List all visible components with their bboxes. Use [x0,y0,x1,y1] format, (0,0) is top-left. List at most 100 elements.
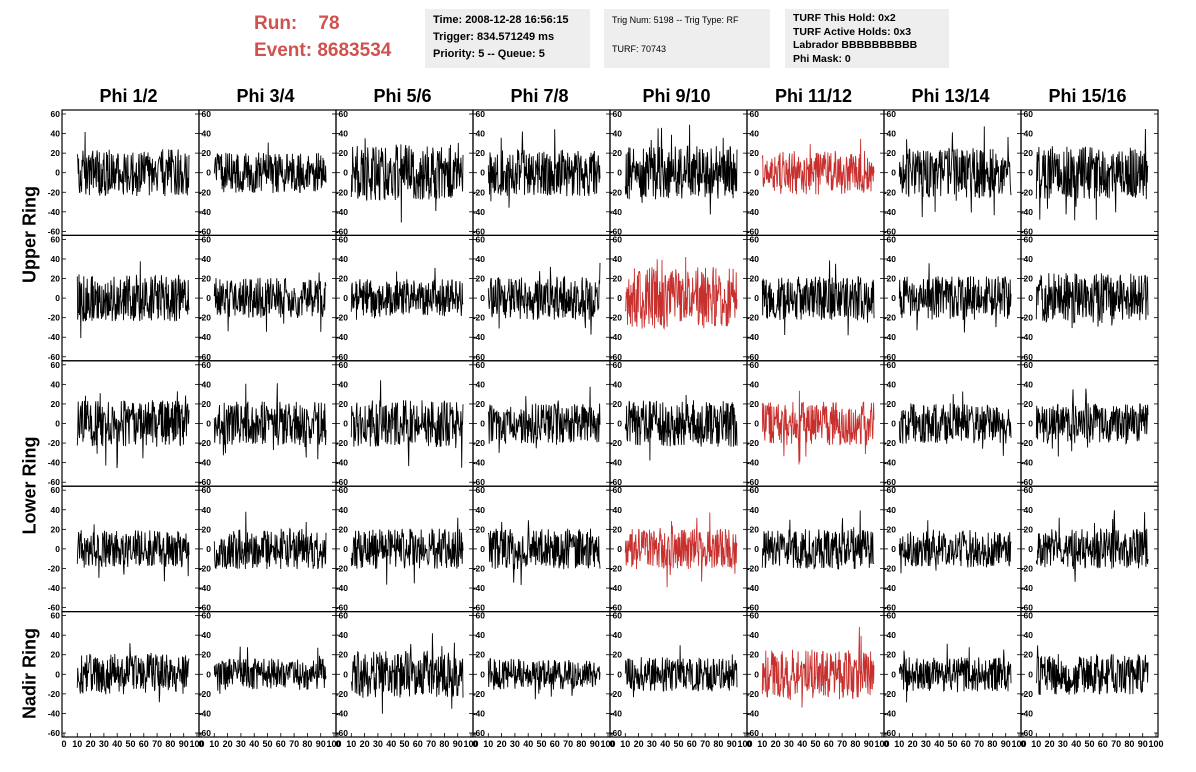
trig-num-text: Trig Num: 5198 -- Trig Type: RF [612,15,739,25]
y-tick-label: -20 [473,689,486,699]
waveform-panel: -60 -40 -20 0 20 40 60 [335,234,474,362]
x-tick-label: 10 [483,739,493,749]
x-tick-label: 10 [1031,739,1041,749]
y-tick-label: 60 [887,234,897,244]
waveform-panel: -60 -40 -20 0 20 40 60 [198,234,337,362]
y-tick-label: 60 [339,485,349,495]
waveform-trace [624,124,738,215]
y-tick-label: -20 [473,438,486,448]
y-tick-label: -60 [747,477,760,487]
y-tick-label: 20 [750,274,760,284]
waveform-panel: -60 -40 -20 0 20 40 60 [883,485,1022,613]
y-tick-label: 20 [750,148,760,158]
waveform-trace [761,510,875,571]
y-tick-label: -60 [610,728,623,738]
y-tick-label: 20 [202,148,212,158]
y-tick-label: -20 [610,187,623,197]
y-tick-label: 60 [750,360,760,370]
y-tick-label: 0 [55,419,60,429]
y-tick-label: 40 [1024,630,1034,640]
y-tick-label: -40 [473,458,486,468]
y-tick-label: 40 [1024,129,1034,139]
x-tick-label: 90 [727,739,737,749]
waveform-trace [487,520,601,586]
y-tick-label: -60 [884,728,897,738]
column-header: Phi 15/16 [1048,86,1127,106]
y-tick-label: 0 [206,168,211,178]
x-tick-label: 20 [86,739,96,749]
x-tick-label: 80 [439,739,449,749]
y-tick-label: 0 [891,419,896,429]
x-tick-label: 60 [550,739,560,749]
x-tick-label: 30 [373,739,383,749]
y-tick-label: -20 [336,187,349,197]
y-tick-label: -40 [610,583,623,593]
y-tick-label: -60 [610,226,623,236]
waveform-trace [898,126,1012,218]
y-tick-label: 40 [339,505,349,515]
y-tick-label: 60 [51,485,61,495]
y-tick-label: 0 [55,168,60,178]
y-tick-label: 0 [343,168,348,178]
column-header: Phi 11/12 [774,86,853,106]
x-tick-label: 90 [316,739,326,749]
y-tick-label: 20 [613,274,623,284]
y-tick-label: 40 [1024,379,1034,389]
x-tick-label: 80 [1124,739,1134,749]
y-tick-label: -60 [473,728,486,738]
y-tick-label: -20 [48,689,61,699]
y-tick-label: 20 [476,148,486,158]
waveform-panel: -60 -40 -20 0 20 40 60 [335,109,474,236]
y-tick-label: 20 [750,650,760,660]
y-tick-label: -20 [1021,313,1034,323]
waveform-panel: -60 -40 -20 0 20 40 60 [1020,234,1159,362]
y-tick-label: -20 [610,563,623,573]
y-tick-label: 60 [202,485,212,495]
waveform-panel: -60 -40 -20 0 20 40 60 [746,360,885,487]
y-tick-label: -60 [747,226,760,236]
x-tick-label: 20 [634,739,644,749]
waveform-trace [350,517,464,585]
panel-frame [61,610,200,738]
x-tick-label: 70 [700,739,710,749]
y-tick-label: 60 [1024,485,1034,495]
y-tick-label: 60 [887,109,897,119]
y-tick-label: 0 [1028,168,1033,178]
waveform-trace [898,520,1012,574]
y-tick-label: -60 [1021,352,1034,362]
x-tick-label: 100 [463,739,478,749]
x-tick-label: 50 [810,739,820,749]
x-tick-label: 40 [112,739,122,749]
y-tick-label: 60 [476,360,486,370]
y-tick-label: -20 [1021,689,1034,699]
x-tick-label: 20 [771,739,781,749]
y-tick-label: -60 [747,352,760,362]
turf-text: TURF: 70743 [612,44,667,54]
y-tick-label: -40 [610,207,623,217]
y-tick-label: 40 [613,379,623,389]
y-tick-label: 40 [339,379,349,389]
y-tick-label: -40 [884,708,897,718]
y-tick-label: 40 [613,630,623,640]
x-tick-label: 70 [837,739,847,749]
x-tick-label: 0 [472,739,477,749]
y-tick-label: 0 [343,419,348,429]
y-tick-label: -20 [48,187,61,197]
y-tick-label: -20 [747,438,760,448]
y-tick-label: -20 [747,563,760,573]
waveform-trace [1035,128,1149,221]
y-tick-label: 0 [617,168,622,178]
x-tick-label: 30 [1058,739,1068,749]
x-tick-label: 50 [1084,739,1094,749]
waveform-trace [761,390,875,465]
y-tick-label: 0 [1028,419,1033,429]
y-tick-label: -40 [884,458,897,468]
waveform-trace [487,129,601,208]
x-tick-label: 10 [72,739,82,749]
y-tick-label: 0 [480,168,485,178]
y-tick-label: -40 [884,332,897,342]
y-tick-label: -60 [199,603,212,613]
